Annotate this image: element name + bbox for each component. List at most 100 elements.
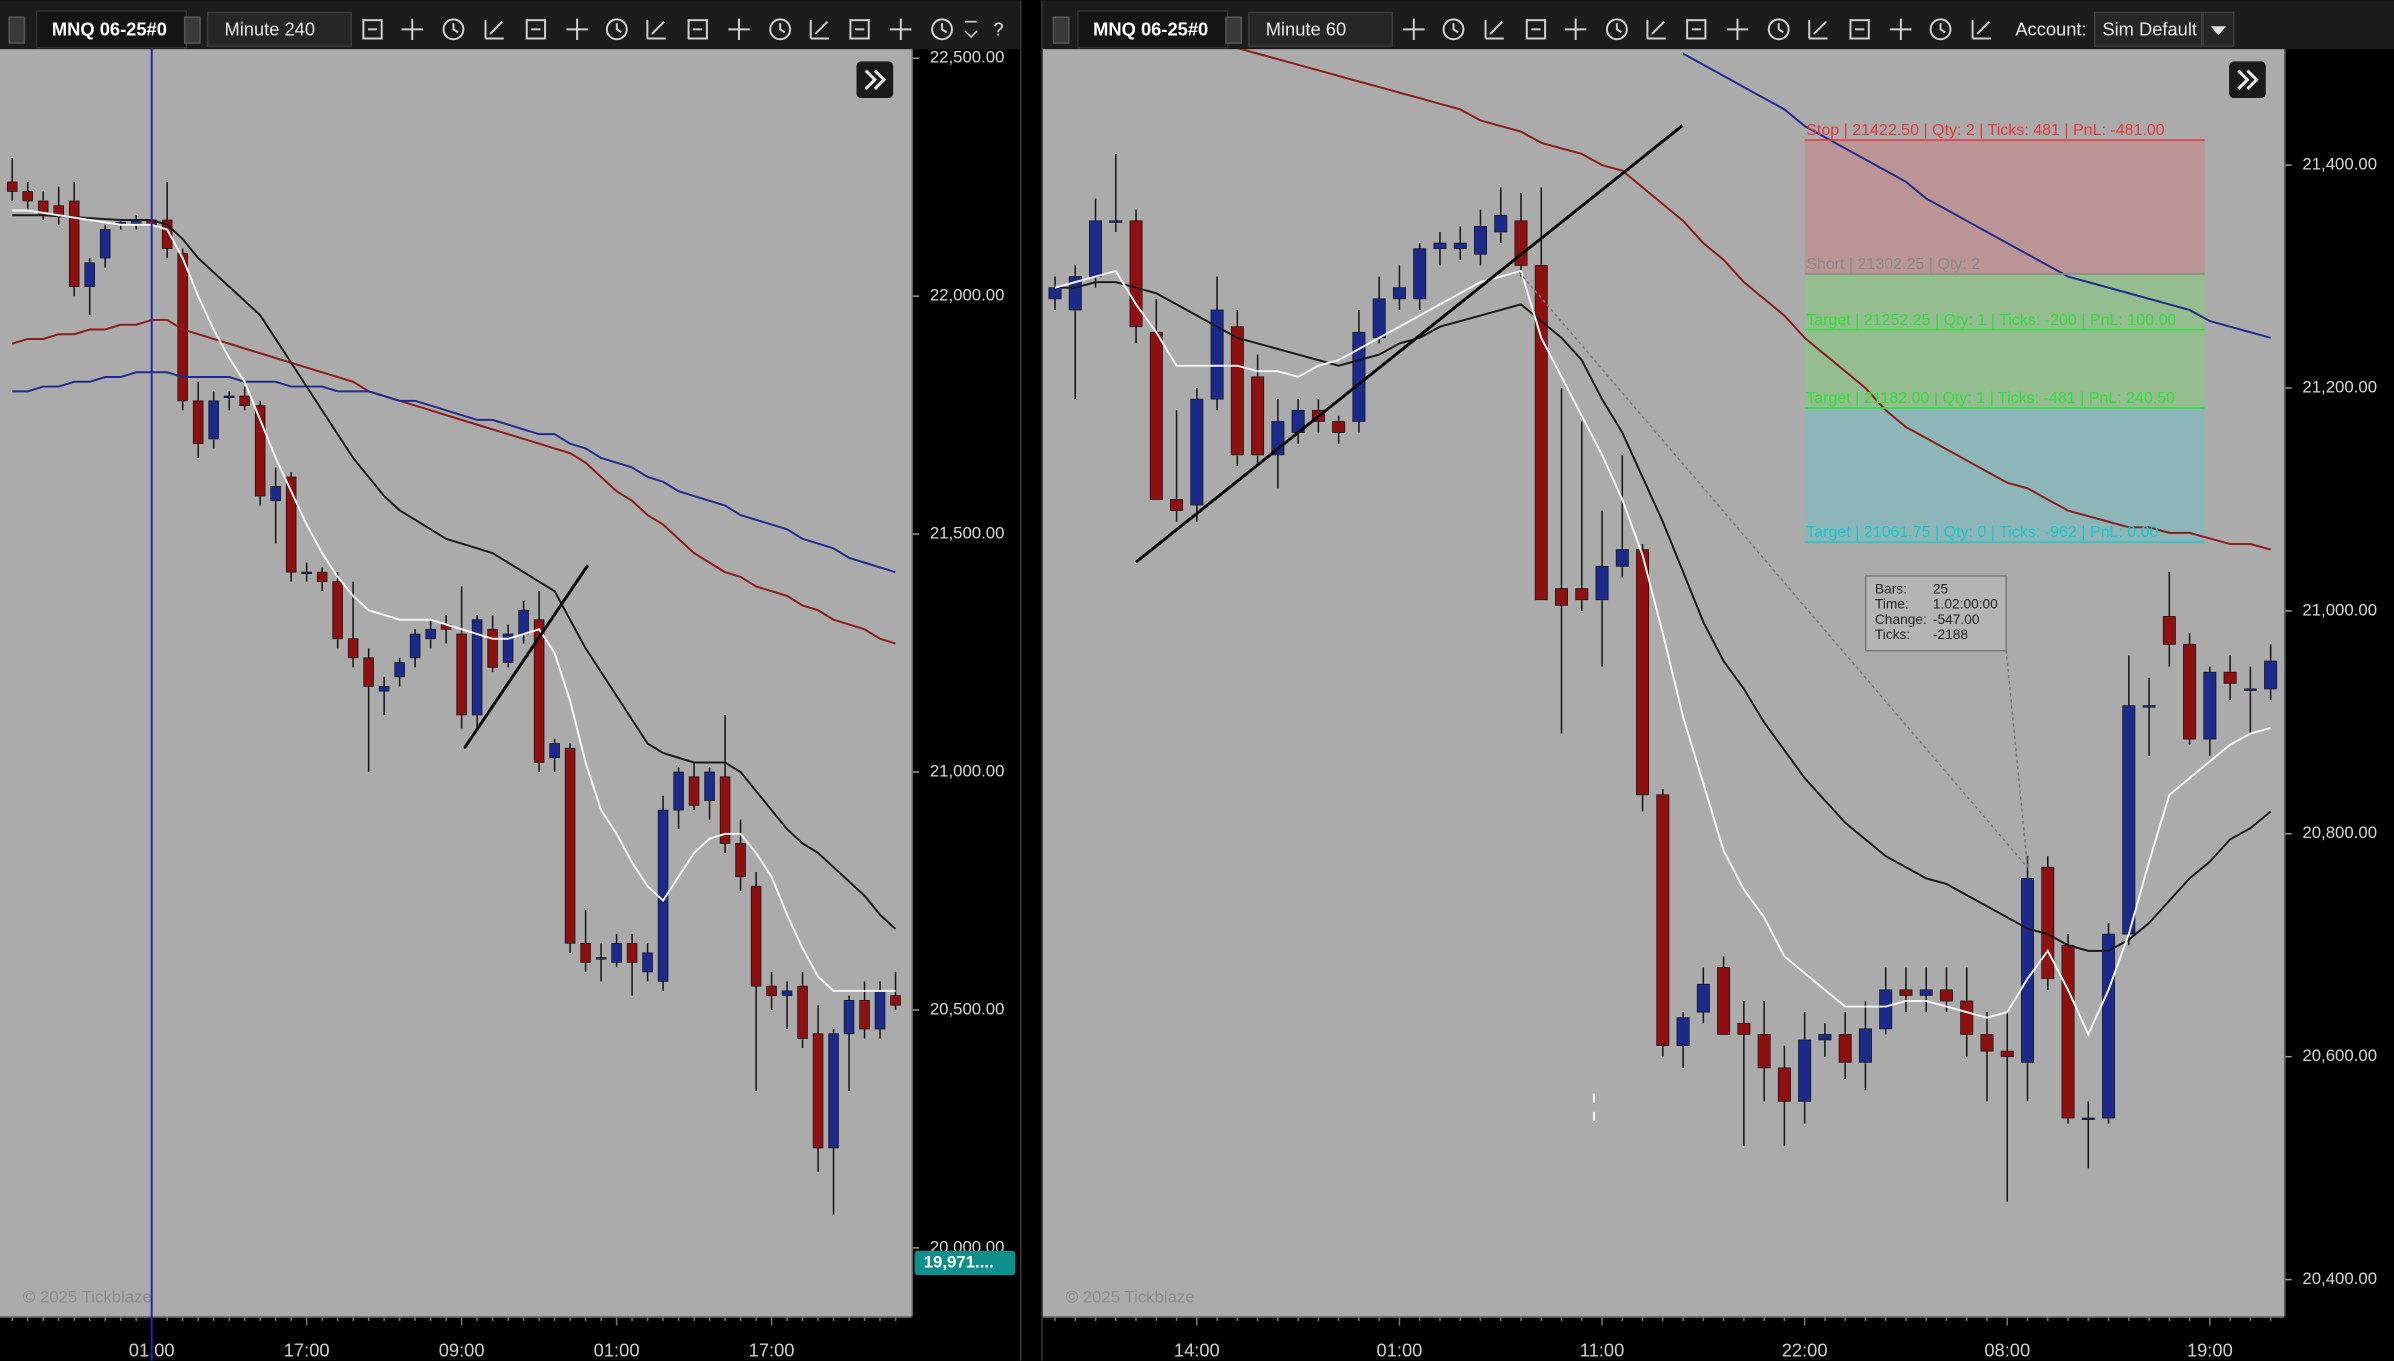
interval[interactable]: Minute 240 <box>224 19 315 40</box>
toolbar-button[interactable] <box>890 18 912 41</box>
toolbar-button[interactable] <box>1971 20 1991 40</box>
order-label: Target | 21182.00 | Qty: 1 | Ticks: -481… <box>1806 389 2175 407</box>
toolbar-button[interactable] <box>1929 18 1952 41</box>
toolbar-button[interactable] <box>484 20 504 40</box>
candle-body <box>223 395 235 398</box>
y-tick-label: 21,400.00 <box>2302 155 2377 174</box>
account-select[interactable] <box>2093 11 2203 47</box>
toolbar-button[interactable] <box>646 20 666 40</box>
symbol-box[interactable] <box>1077 10 1229 49</box>
plot: Stop | 21422.50 | Qty: 2 | Ticks: 481 | … <box>1048 49 2278 1202</box>
toolbar-button[interactable] <box>1403 18 1425 41</box>
candle-body <box>1149 331 1163 500</box>
panel-handle[interactable] <box>8 16 26 44</box>
icon <box>525 19 547 40</box>
toolbar-button[interactable] <box>809 20 830 40</box>
candle-body <box>2142 705 2156 708</box>
toolbar-button[interactable] <box>1849 19 1870 40</box>
candle-body <box>1595 565 1609 601</box>
panel-handle[interactable] <box>183 16 201 44</box>
toolbar-button[interactable] <box>1442 18 1465 41</box>
candle-body <box>1048 287 1062 300</box>
symbol[interactable]: MNQ 06-25#0 <box>1093 19 1208 40</box>
candle-body <box>1494 214 1508 233</box>
candle-body <box>1392 287 1406 300</box>
moving-average-line <box>12 209 896 992</box>
interval-box[interactable] <box>1248 11 1394 47</box>
candle-body <box>84 262 95 288</box>
watermark: © 2025 Tickblaze <box>1066 1288 1195 1307</box>
chart-panel: Stop | 21422.50 | Qty: 2 | Ticks: 481 | … <box>1042 49 2377 1360</box>
panel-handle[interactable] <box>1225 16 1243 44</box>
measure-label: Ticks: <box>1875 627 1910 642</box>
icon <box>1939 23 1946 34</box>
symbol[interactable]: MNQ 06-25#0 <box>52 19 167 40</box>
dropdown-arrow <box>2210 26 2227 36</box>
candle-body <box>1899 989 1913 996</box>
toolbar-button[interactable] <box>769 18 792 41</box>
price-tag <box>914 1250 1016 1276</box>
toolbar-button[interactable] <box>964 20 978 39</box>
toolbar-button[interactable] <box>1890 18 1912 41</box>
candle-body <box>1089 220 1103 277</box>
candle-body <box>2223 671 2237 684</box>
candle-body <box>2122 705 2136 935</box>
toolbar-button[interactable] <box>1564 18 1587 41</box>
toolbar-button[interactable] <box>1646 20 1666 40</box>
candle-body <box>719 776 731 844</box>
candle-body <box>6 181 18 192</box>
candle-body <box>735 843 746 878</box>
panel-handle[interactable] <box>1052 16 1070 44</box>
toolbar-button[interactable] <box>1767 18 1790 41</box>
candle-body <box>1656 794 1670 1046</box>
candle-body <box>332 581 343 640</box>
toolbar-button[interactable] <box>1726 18 1749 41</box>
candle-body <box>595 957 607 960</box>
toolbar-button[interactable] <box>1484 20 1504 40</box>
y-tick-label: 21,000.00 <box>930 761 1005 780</box>
candle-body <box>1636 549 1650 796</box>
candle-body <box>99 229 111 259</box>
candle-body <box>1798 1039 1812 1102</box>
candle-body <box>471 619 483 716</box>
toolbar-button[interactable] <box>442 18 465 41</box>
moving-average-line <box>1055 281 2272 952</box>
interval-box[interactable] <box>206 11 352 47</box>
candle-body <box>487 628 498 668</box>
toolbar-button[interactable] <box>525 19 547 40</box>
moving-average-line <box>11 318 896 645</box>
toolbar-button[interactable] <box>728 18 750 41</box>
candle-body <box>518 609 529 635</box>
toolbar-button[interactable] <box>849 19 870 40</box>
toolbar-button[interactable] <box>566 18 588 41</box>
toolbar-button[interactable] <box>362 19 383 40</box>
candle-body <box>580 942 591 963</box>
y-tick-label: 20,800.00 <box>2302 823 2377 842</box>
candle-body <box>347 638 359 659</box>
toolbar-button[interactable] <box>687 19 708 40</box>
toolbar-button[interactable] <box>605 18 628 41</box>
expand-icon <box>864 69 887 90</box>
interval[interactable]: Minute 60 <box>1266 19 1346 40</box>
candle-body <box>1433 242 1447 250</box>
measure-label: Change: <box>1875 612 1927 627</box>
symbol-box[interactable] <box>35 10 188 49</box>
account[interactable]: Sim Default <box>2102 19 2197 40</box>
toolbar-button[interactable] <box>931 18 953 41</box>
icon <box>1929 18 1952 41</box>
moving-average-line <box>12 371 896 574</box>
toolbar-button[interactable] <box>1605 18 1628 41</box>
candle-body <box>1230 326 1244 456</box>
candle-body <box>2264 660 2278 690</box>
toolbar-button[interactable] <box>1525 19 1547 40</box>
candle-body <box>1170 499 1184 511</box>
candle-body <box>1919 989 1933 996</box>
moving-average-line <box>1054 269 2271 1037</box>
toolbar-button[interactable] <box>1686 19 1707 40</box>
toolbar-button[interactable] <box>401 18 423 41</box>
help-button[interactable]: ? <box>993 19 1003 40</box>
candle-body <box>828 1033 839 1149</box>
icon <box>1646 20 1666 40</box>
toolbar-button[interactable] <box>1808 20 1828 40</box>
